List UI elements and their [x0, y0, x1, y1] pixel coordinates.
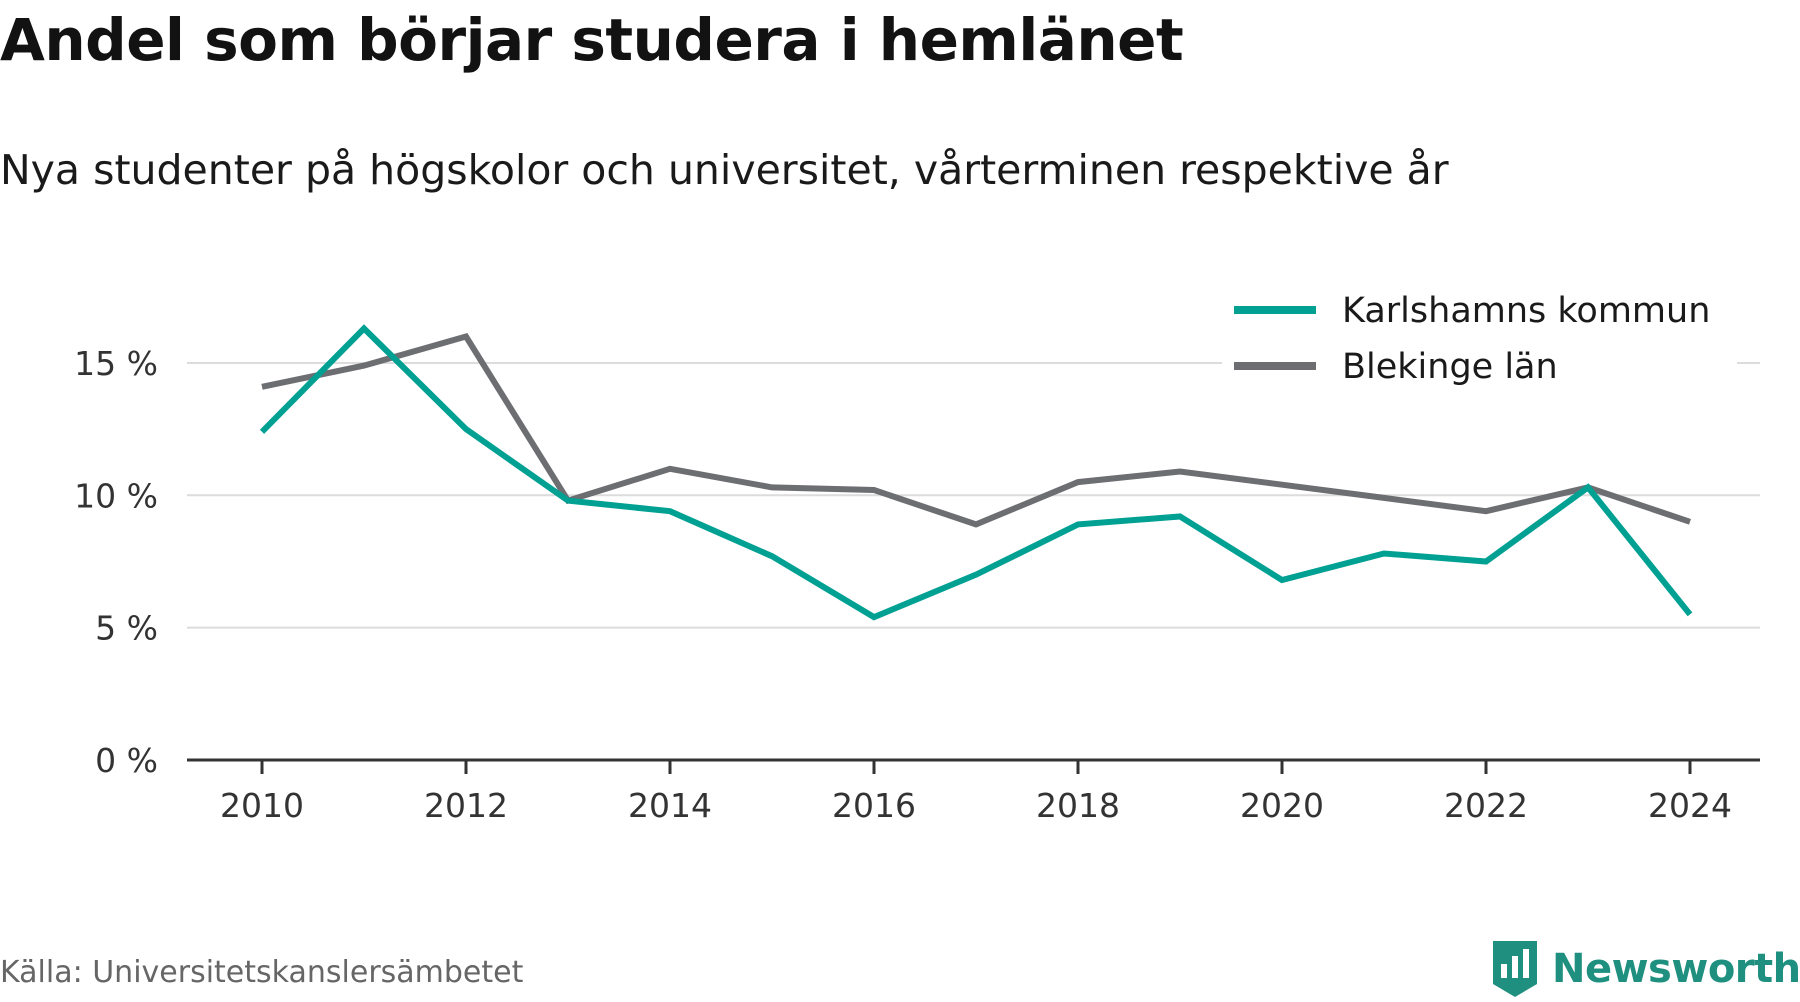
- chart-subtitle: Nya studenter på högskolor och universit…: [0, 146, 1449, 194]
- brand-name: Newsworthy: [1552, 946, 1800, 992]
- chart-title: Andel som börjar studera i hemlänet: [0, 6, 1184, 74]
- x-axis-labels: 2010 2012 2014 2016 2018 2020 2022 2024: [220, 786, 1732, 825]
- x-axis: [187, 758, 1760, 774]
- x-tick-label: 2024: [1648, 786, 1732, 825]
- y-tick-label: 0 %: [95, 741, 158, 780]
- x-tick-label: 2010: [220, 786, 304, 825]
- x-tick-label: 2020: [1240, 786, 1324, 825]
- x-tick-label: 2014: [628, 786, 712, 825]
- source-note: Källa: Universitetskanslersämbetet: [0, 955, 524, 990]
- legend: Karlshamns kommun Blekinge län: [1222, 280, 1737, 392]
- x-tick-label: 2022: [1444, 786, 1528, 825]
- x-tick-label: 2018: [1036, 786, 1120, 825]
- legend-label: Blekinge län: [1342, 347, 1558, 387]
- y-axis-labels: 0 % 5 % 10 % 15 %: [74, 344, 158, 780]
- gridlines: [187, 361, 1760, 629]
- series-lines: [259, 324, 1693, 621]
- y-tick-label: 10 %: [74, 476, 158, 515]
- y-tick-label: 15 %: [74, 344, 158, 383]
- legend-label: Karlshamns kommun: [1342, 291, 1710, 331]
- y-tick-label: 5 %: [95, 609, 158, 648]
- series-line-karlshamns-kommun: [259, 324, 1693, 621]
- newsworthy-logo-icon: [1493, 941, 1537, 997]
- x-tick-label: 2012: [424, 786, 508, 825]
- x-tick-label: 2016: [832, 786, 916, 825]
- brand-logo: Newsworthy: [1490, 936, 1800, 1002]
- legend-background: [1222, 280, 1737, 392]
- series-line-blekinge-lan: [261, 332, 1691, 528]
